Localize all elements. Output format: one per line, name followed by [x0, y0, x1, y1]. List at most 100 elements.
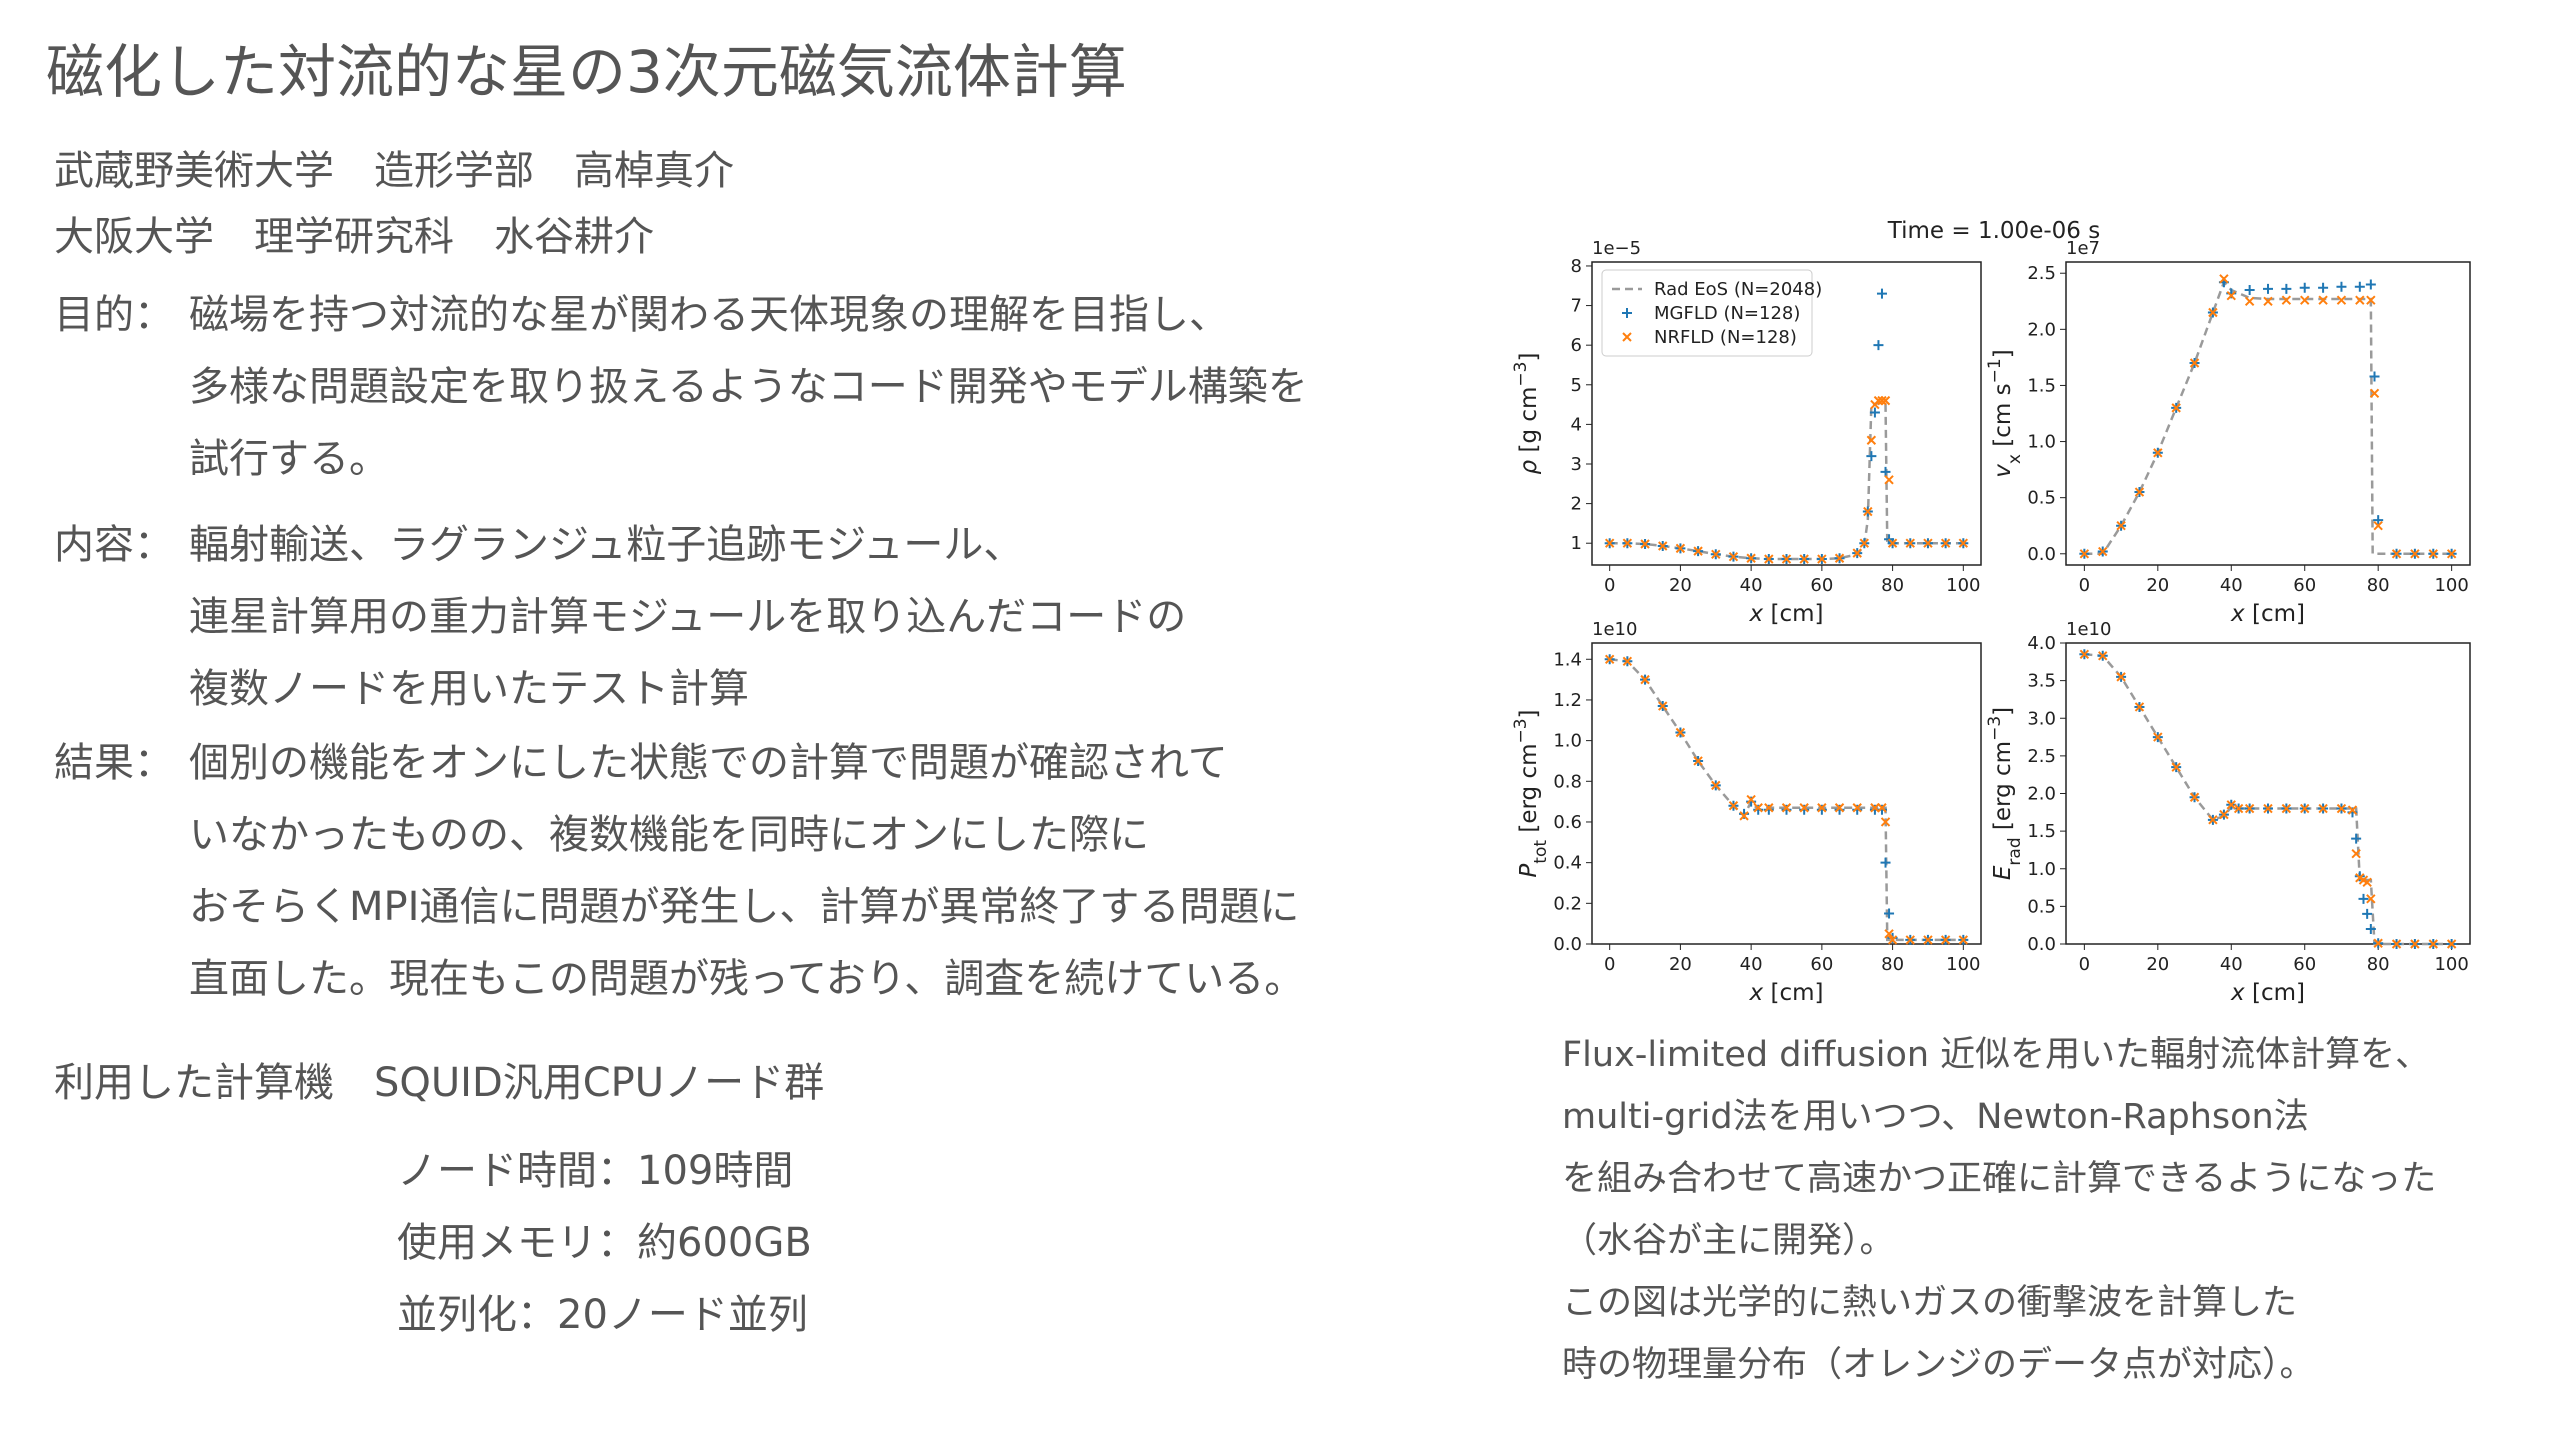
- data-point: [1817, 803, 1827, 813]
- machine-item: 使用メモリ：約600GB: [397, 1220, 812, 1266]
- section-line: 直面した。現在もこの問題が残っており、調査を続けている。: [189, 956, 1304, 1002]
- x-tick-label: 60: [2293, 954, 2316, 975]
- data-point: [2336, 281, 2347, 292]
- y-tick-label: 1.2: [1553, 690, 1582, 711]
- y-tick-label: 3.5: [2027, 671, 2056, 692]
- label-part: [erg cm: [1516, 743, 1542, 839]
- series-line: [2084, 653, 2452, 946]
- data-point: [1866, 451, 1877, 462]
- data-point: [2208, 815, 2218, 825]
- y-tick-label: 2.0: [2027, 319, 2056, 340]
- machine-item: ノード時間：109時間: [397, 1148, 793, 1194]
- x-tick-label: 80: [1881, 954, 1904, 975]
- label-part: x: [1749, 980, 1764, 1006]
- x-tick-label: 0: [2079, 954, 2090, 975]
- data-point: [2373, 521, 2383, 531]
- y-tick-label: 0.5: [2027, 896, 2056, 917]
- data-point: [1905, 935, 1915, 945]
- y-tick-label: 0.5: [2027, 488, 2056, 509]
- data-point: [1863, 506, 1873, 517]
- panel: 0 20 40 60 80 100 1 2 3 4 5 6 7 8 1e−5 x [cm] ρ [g cm−3]…: [1511, 238, 1982, 627]
- y-tick-label: 1.5: [2027, 821, 2056, 842]
- label-part: rad: [2005, 837, 2025, 865]
- section-label: 結果：: [54, 740, 174, 786]
- data-point: [2171, 762, 2181, 772]
- data-point: [2366, 894, 2376, 904]
- label-part: P: [1516, 864, 1542, 878]
- data-point: [1764, 803, 1774, 813]
- section-line: 輻射輸送、ラグランジュ粒子追跡モジュール、: [189, 522, 1023, 568]
- x-tick-label: 80: [2367, 575, 2390, 596]
- label-part: x: [2230, 980, 2245, 1006]
- data-point: [1781, 804, 1792, 815]
- caption-line: を組み合わせて高速かつ正確に計算できるようになった: [1562, 1159, 2436, 1199]
- label-part: [cm]: [1763, 980, 1823, 1006]
- legend: Rad EoS (N=2048) MGFLD (N=128) NRFLD (N=12…: [1601, 269, 1822, 357]
- data-point: [2208, 307, 2218, 318]
- data-point: [1866, 435, 1877, 445]
- data-point: [1859, 538, 1870, 548]
- panel: 0 20 40 60 80 100 0.0 0.5 1.0 1.5 2.0 2.5 3.0 3.5 4.0 1…: [1985, 619, 2471, 1006]
- plot-frame: [1591, 261, 1982, 566]
- data-point: [2153, 732, 2163, 742]
- label-part: [cm s: [1990, 383, 2016, 454]
- section-line: 個別の機能をオンにした状態での計算で問題が確認されて: [189, 740, 1228, 786]
- plot-frame: [2065, 261, 2471, 566]
- y-tick-label: 1.0: [1553, 731, 1582, 752]
- section-line: おそらくMPI通信に問題が発生し、計算が異常終了する問題に: [189, 884, 1299, 930]
- y-tick-label: 1.0: [2027, 432, 2056, 453]
- data-point: [1658, 541, 1668, 551]
- x-tick-label: 100: [1946, 575, 1980, 596]
- axis-label: Ptot [erg cm−3]: [1511, 709, 1551, 877]
- x-tick-label: 80: [1881, 575, 1904, 596]
- x-tick-label: 40: [2220, 575, 2243, 596]
- y-tick-label: 1.0: [2027, 859, 2056, 880]
- label-part: [cm]: [2245, 601, 2305, 627]
- y-tick-label: 1: [1571, 533, 1582, 554]
- panel: 0 20 40 60 80 100 0.0 0.5 1.0 1.5 2.0 2.5 1e7 x [cm] v…: [1985, 238, 2471, 627]
- label-part: ]: [1990, 707, 2016, 716]
- data-point: [2134, 487, 2145, 497]
- data-point: [1816, 804, 1827, 815]
- x-tick-label: 0: [1604, 575, 1615, 596]
- legend-label: MGFLD (N=128): [1654, 303, 1800, 324]
- data-point: [1880, 857, 1891, 868]
- label-part: −3: [1511, 718, 1531, 743]
- label-part: ]: [1516, 709, 1542, 718]
- data-point: [1781, 803, 1792, 813]
- data-point: [1739, 811, 1749, 821]
- data-point: [2369, 371, 2380, 382]
- data-point: [1923, 538, 1933, 548]
- data-point: [2171, 403, 2181, 413]
- y-tick-label: 4: [1571, 414, 1582, 435]
- data-point: [2336, 295, 2347, 305]
- data-point: [1739, 808, 1750, 819]
- data-point: [2263, 296, 2273, 306]
- data-point: [2226, 800, 2236, 810]
- x-tick-label: 40: [1740, 575, 1763, 596]
- x-tick-label: 40: [2220, 954, 2243, 975]
- data-point: [2300, 803, 2310, 814]
- data-point: [2410, 549, 2420, 559]
- label-part: tot: [1531, 840, 1551, 864]
- data-point: [1728, 800, 1739, 811]
- data-point: [1958, 935, 1969, 945]
- data-point: [2098, 651, 2108, 661]
- label-part: ]: [1990, 349, 2016, 358]
- data-point: [1873, 340, 1884, 351]
- data-point: [1658, 701, 1668, 711]
- data-point: [1852, 803, 1862, 813]
- label-part: v: [1990, 464, 2016, 478]
- data-point: [1887, 935, 1898, 945]
- section-label: 目的：: [54, 292, 174, 338]
- data-point: [1799, 803, 1809, 813]
- data-point: [2354, 281, 2365, 292]
- data-point: [1958, 538, 1969, 548]
- x-tick-label: 0: [2079, 575, 2090, 596]
- y-tick-label: 1.5: [2027, 375, 2056, 396]
- label-part: [erg cm: [1990, 741, 2016, 837]
- data-point: [2134, 702, 2145, 712]
- data-point: [2410, 939, 2420, 949]
- data-point: [1763, 804, 1774, 815]
